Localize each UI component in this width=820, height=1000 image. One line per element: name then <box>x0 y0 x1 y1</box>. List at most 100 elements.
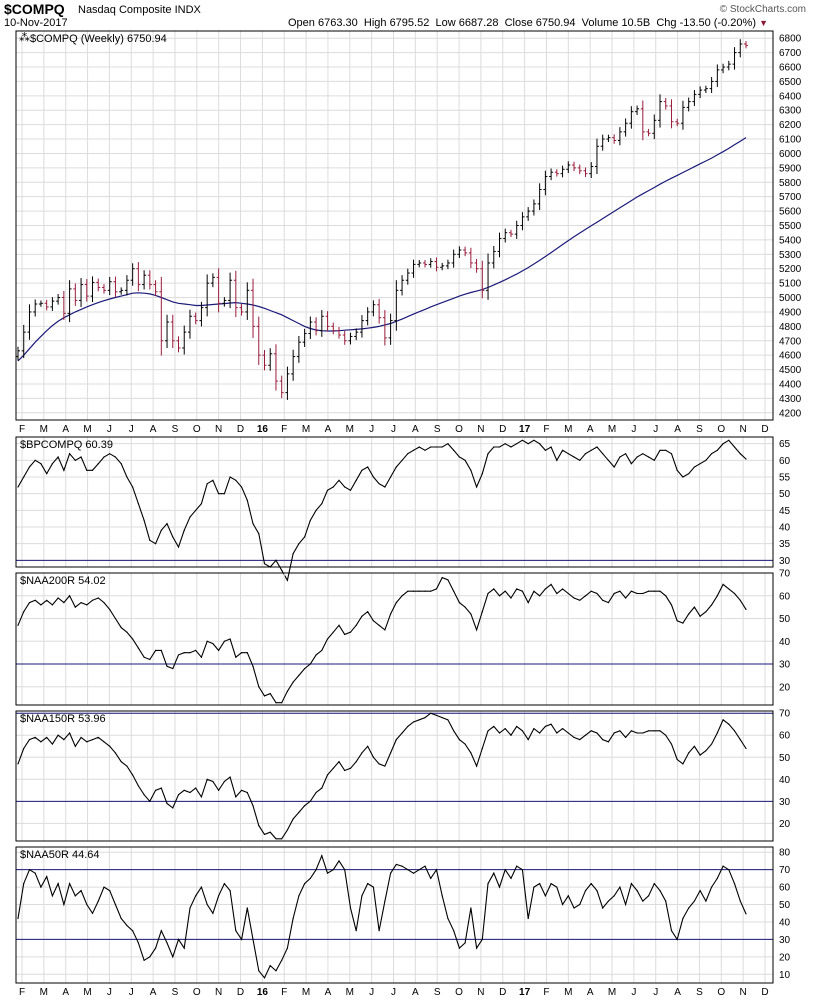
indicator-point <box>298 811 300 813</box>
y-tick-label: 4700 <box>779 336 802 347</box>
ohlc-bar <box>33 299 38 317</box>
ohlc-bar <box>136 262 141 292</box>
month-label: 17 <box>519 424 531 435</box>
indicator-point <box>441 895 443 897</box>
indicator-point <box>458 947 460 949</box>
indicator-point <box>711 604 713 606</box>
indicator-point <box>258 824 260 827</box>
indicator-point <box>304 883 306 885</box>
indicator-point <box>229 476 231 478</box>
indicator-point <box>493 872 495 874</box>
indicator-point <box>470 907 472 909</box>
ohlc-bar <box>153 280 158 297</box>
indicator-point <box>63 739 65 741</box>
indicator-point <box>309 800 311 802</box>
ohlc-bar <box>491 245 496 269</box>
indicator-point <box>389 613 392 615</box>
ohlc-bar <box>216 268 221 313</box>
y-tick-label: 40 <box>779 523 791 534</box>
indicator-point <box>407 869 409 871</box>
ohlc-bar <box>474 258 479 273</box>
ohlc-bar <box>210 273 215 288</box>
month-label: J <box>107 987 112 998</box>
indicator-point <box>418 719 420 721</box>
indicator-point <box>665 595 667 597</box>
indicator-line <box>17 439 747 582</box>
indicator-point <box>693 466 696 468</box>
indicator-point <box>418 869 420 871</box>
indicator-point <box>676 938 678 941</box>
indicator-point <box>619 590 621 592</box>
indicator-point <box>424 449 426 451</box>
y-tick-label: 60 <box>779 883 791 894</box>
indicator-point <box>23 747 25 750</box>
y-tick-label: 30 <box>779 935 791 946</box>
indicator-point <box>527 601 529 604</box>
indicator-point <box>699 463 701 465</box>
month-label: J <box>107 424 112 435</box>
indicator-point <box>636 592 638 595</box>
ohlc-bar <box>222 297 227 307</box>
indicator-point <box>625 903 627 906</box>
indicator-point <box>269 831 271 833</box>
ohlc-bar <box>635 105 640 115</box>
indicator-point <box>556 592 558 595</box>
indicator-point <box>309 877 311 879</box>
y-tick-label: 45 <box>779 506 791 517</box>
month-label: A <box>150 987 157 998</box>
indicator-point <box>263 977 266 979</box>
ohlc-bar <box>273 344 278 391</box>
indicator-point <box>80 736 82 739</box>
month-label: M <box>346 987 354 998</box>
indicator-point <box>395 739 397 741</box>
indicator-point <box>596 592 598 595</box>
indicator-point <box>51 604 53 606</box>
ohlc-bar <box>142 270 147 290</box>
month-label: A <box>325 424 332 435</box>
ohlc-bar <box>497 232 502 258</box>
indicator-point <box>23 476 25 478</box>
indicator-point <box>252 805 254 807</box>
indicator-point <box>235 479 237 481</box>
indicator-point <box>739 739 741 741</box>
indicator-point <box>407 590 409 592</box>
ohlc-bar <box>107 276 112 296</box>
indicator-point <box>487 453 489 455</box>
y-tick-label: 6600 <box>779 63 802 74</box>
indicator-point <box>109 608 111 611</box>
indicator-point <box>149 539 151 541</box>
indicator-point <box>200 503 203 505</box>
indicator-point <box>653 730 655 732</box>
indicator-point <box>590 730 592 732</box>
indicator-point <box>246 907 248 909</box>
y-tick-label: 4900 <box>779 307 802 318</box>
indicator-point <box>699 754 701 756</box>
indicator-point <box>355 624 357 626</box>
indicator-point <box>189 907 191 909</box>
ohlc-bar <box>119 287 124 295</box>
y-tick-label: 5500 <box>779 221 802 232</box>
ohlc-bar <box>170 314 175 349</box>
indicator-point <box>498 595 501 597</box>
indicator-point <box>344 633 346 636</box>
y-tick-label: 6500 <box>779 77 802 88</box>
ohlc-bar <box>382 310 387 346</box>
indicator-point <box>665 449 667 451</box>
open-label: Open <box>288 17 315 29</box>
indicator-point <box>218 895 220 897</box>
indicator-point <box>86 903 88 906</box>
panel-label: $NAA150R 53.96 <box>20 713 106 725</box>
indicator-point <box>527 443 529 445</box>
indicator-point <box>670 930 673 932</box>
indicator-point <box>143 959 145 961</box>
ohlc-bar <box>554 169 559 177</box>
indicator-point <box>349 631 352 633</box>
indicator-point <box>544 725 546 728</box>
indicator-point <box>212 642 214 645</box>
indicator-point <box>86 741 88 743</box>
indicator-point <box>470 613 472 615</box>
indicator-point <box>166 523 168 525</box>
indicator-point <box>470 469 472 471</box>
indicator-point <box>28 466 31 468</box>
indicator-point <box>739 900 741 902</box>
